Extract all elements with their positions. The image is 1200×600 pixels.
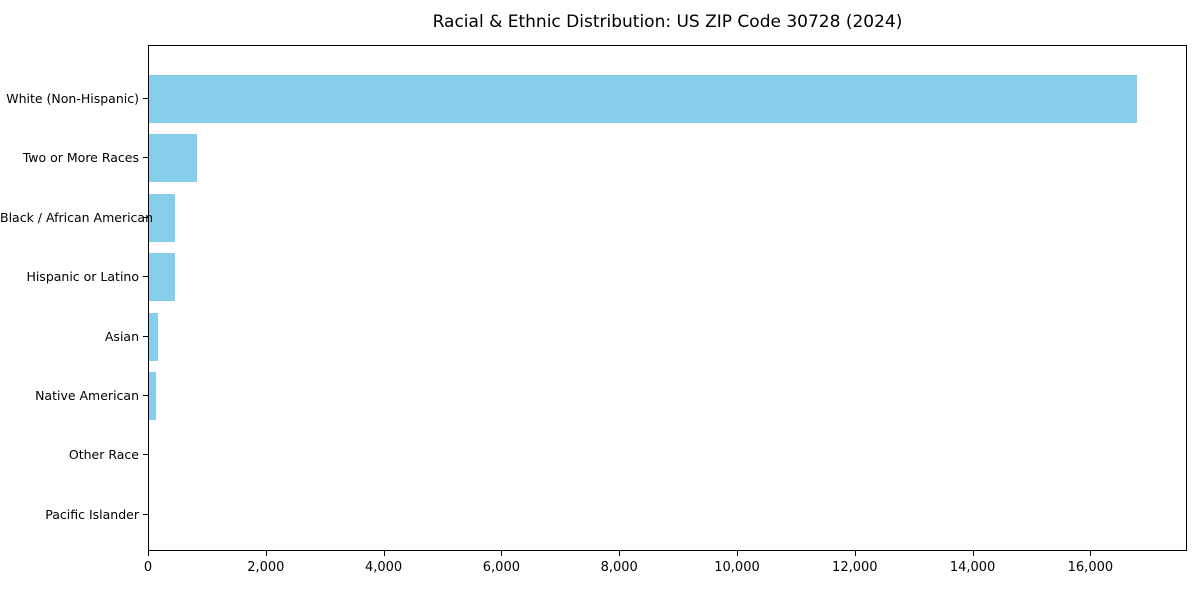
bar-white-non-hispanic xyxy=(149,75,1137,123)
bar-hispanic-or-latino xyxy=(149,253,175,302)
y-tick-label: Native American xyxy=(35,388,139,403)
plot-area xyxy=(148,45,1187,551)
x-tick-label: 16,000 xyxy=(1067,560,1114,575)
x-axis-tick xyxy=(265,551,267,556)
x-axis-tick xyxy=(1090,551,1092,556)
bar-two-or-more-races xyxy=(149,134,198,183)
y-axis-tick xyxy=(143,98,148,99)
x-tick-label: 12,000 xyxy=(832,560,878,575)
x-tick-label: 0 xyxy=(143,560,153,575)
x-tick-label: 14,000 xyxy=(949,560,996,575)
y-tick-label: Hispanic or Latino xyxy=(26,269,139,285)
y-axis-tick xyxy=(143,157,148,159)
x-tick-label: 6,000 xyxy=(482,560,520,575)
bar-asian xyxy=(149,312,158,361)
y-tick-label: Pacific Islander xyxy=(45,506,139,522)
x-axis-tick xyxy=(383,551,385,556)
y-tick-label: Asian xyxy=(104,328,139,344)
x-axis-tick xyxy=(854,551,856,556)
y-axis-tick xyxy=(143,513,148,515)
y-axis-tick xyxy=(143,216,148,218)
x-tick-label: 2,000 xyxy=(247,560,285,575)
chart-title: Racial & Ethnic Distribution: US ZIP Cod… xyxy=(432,12,903,32)
y-tick-label: Black / African American xyxy=(0,209,154,225)
y-axis-tick xyxy=(143,335,148,337)
x-axis-tick xyxy=(972,551,974,556)
bar-native-american xyxy=(149,372,156,420)
bar-black-african-american xyxy=(149,193,176,242)
x-tick-label: 8,000 xyxy=(600,560,638,575)
x-axis-tick xyxy=(501,551,503,556)
y-tick-label: White (Non-Hispanic) xyxy=(6,91,139,106)
x-axis-tick xyxy=(148,551,149,556)
y-tick-label: Two or More Races xyxy=(22,150,139,166)
y-axis-tick xyxy=(143,276,148,278)
x-axis-tick xyxy=(737,551,738,556)
x-axis-tick xyxy=(619,551,621,556)
y-axis-tick xyxy=(143,454,148,456)
x-tick-label: 10,000 xyxy=(714,560,760,575)
x-tick-label: 4,000 xyxy=(364,560,403,575)
y-tick-label: Other Race xyxy=(68,447,139,463)
y-axis-tick xyxy=(143,395,148,396)
